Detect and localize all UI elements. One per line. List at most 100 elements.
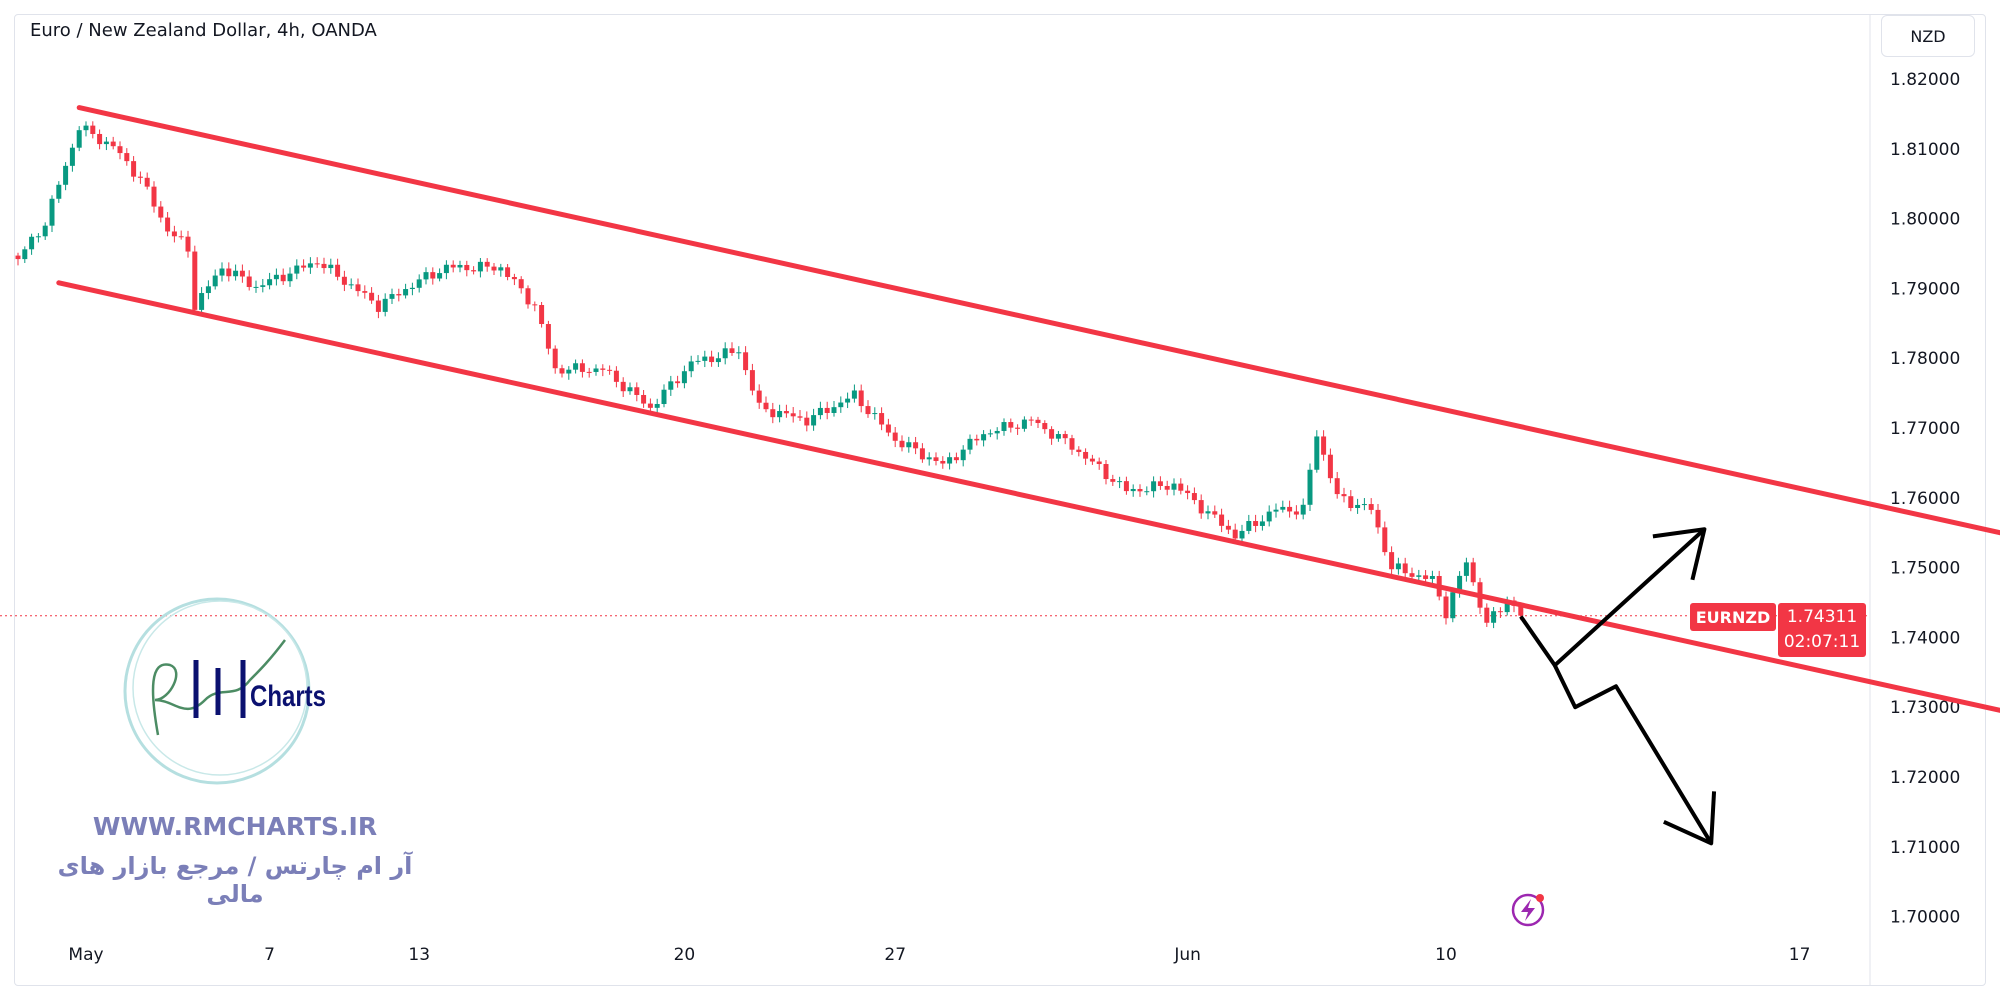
chart-frame — [14, 14, 1986, 986]
candle-body — [1144, 491, 1150, 493]
y-tick-label: 1.71000 — [1890, 838, 1960, 858]
candle-body — [144, 177, 150, 187]
candle-body — [137, 176, 143, 178]
candle-body — [409, 287, 415, 290]
candle-body — [151, 186, 157, 207]
candle-body — [239, 270, 245, 277]
candle-body — [763, 402, 769, 410]
candle-body — [1185, 490, 1191, 494]
x-tick-label: 10 — [1435, 945, 1457, 965]
candle-body — [1062, 434, 1068, 439]
candle-body — [851, 390, 857, 399]
candle-body — [661, 389, 667, 405]
candle-body — [1470, 562, 1476, 583]
candle-body — [797, 416, 803, 418]
candle-body — [178, 236, 184, 238]
x-tick-label: 20 — [674, 945, 696, 965]
candle-body — [382, 298, 388, 312]
y-tick-label: 1.75000 — [1890, 559, 1960, 579]
candle-body — [35, 236, 41, 238]
candle-body — [756, 390, 762, 403]
candle-body — [879, 413, 885, 425]
candle-body — [1049, 429, 1055, 439]
x-tick-label: 7 — [264, 945, 275, 965]
candle-body — [729, 348, 735, 354]
candle-body — [1409, 573, 1415, 577]
candle-body — [940, 460, 946, 464]
candle-body — [471, 270, 477, 272]
candle-body — [301, 265, 307, 268]
candle-body — [199, 293, 205, 310]
candle-body — [22, 249, 28, 260]
logo-charts-text: Charts — [250, 680, 327, 713]
candle-body — [1395, 563, 1401, 570]
candle-body — [97, 133, 103, 145]
candle-body — [783, 411, 789, 414]
candle-body — [396, 294, 402, 296]
candle-body — [450, 264, 456, 268]
candle-body — [586, 371, 592, 373]
candle-body — [702, 356, 708, 361]
alert-lightning-icon[interactable] — [1511, 893, 1545, 927]
candle-body — [464, 264, 470, 271]
candle-body — [1314, 436, 1320, 470]
candle-body — [246, 276, 252, 288]
candle-body — [443, 264, 449, 274]
candle-body — [1307, 469, 1313, 505]
candle-body — [90, 125, 96, 134]
watermark-tagline: آر ام چارتس / مرجع بازار های مالی — [57, 852, 413, 908]
candle-body — [845, 398, 851, 403]
currency-button[interactable]: NZD — [1881, 15, 1975, 57]
candle-body — [273, 274, 279, 280]
candle-body — [1021, 419, 1027, 429]
candle-body — [430, 272, 436, 279]
candle-body — [919, 448, 925, 460]
candle-body — [1402, 563, 1408, 574]
candle-body — [1015, 427, 1021, 429]
last-price-label: 1.74311 02:07:11 — [1778, 603, 1866, 657]
candle-body — [600, 368, 606, 370]
candle-body — [1239, 530, 1245, 539]
candle-body — [620, 381, 626, 392]
candle-body — [1429, 576, 1435, 579]
y-tick-label: 1.78000 — [1890, 349, 1960, 369]
candle-body — [49, 198, 55, 226]
candle-body — [212, 275, 218, 287]
candle-body — [1287, 506, 1293, 512]
candle-body — [865, 406, 871, 415]
candle-body — [253, 286, 259, 288]
candle-body — [675, 381, 681, 384]
candle-body — [1266, 511, 1272, 522]
y-tick-label: 1.73000 — [1890, 698, 1960, 718]
candle-body — [375, 300, 381, 312]
y-tick-label: 1.77000 — [1890, 419, 1960, 439]
candle-body — [824, 407, 830, 413]
candle-body — [858, 390, 864, 407]
candle-body — [613, 370, 619, 382]
candle-body — [1457, 575, 1463, 593]
candle-body — [1450, 592, 1456, 619]
candle-body — [437, 273, 443, 279]
arrowhead-icon — [1652, 527, 1707, 581]
candle-body — [484, 261, 490, 267]
candle-body — [525, 288, 531, 305]
y-tick-label: 1.70000 — [1890, 908, 1960, 928]
candle-body — [967, 438, 973, 450]
candle-body — [341, 276, 347, 285]
candle-body — [1389, 552, 1395, 570]
candle-body — [103, 141, 109, 145]
candle-body — [1076, 449, 1082, 452]
candle-body — [124, 153, 130, 162]
candle-body — [627, 387, 633, 392]
candle-body — [56, 184, 62, 199]
candle-body — [885, 424, 891, 433]
candle-body — [668, 381, 674, 390]
candle-body — [63, 165, 69, 185]
candle-body — [545, 324, 551, 349]
x-tick-label: May — [68, 945, 103, 965]
candle-body — [926, 457, 932, 460]
candle-body — [491, 266, 497, 271]
candle-body — [1341, 494, 1347, 497]
candle-body — [695, 360, 701, 362]
